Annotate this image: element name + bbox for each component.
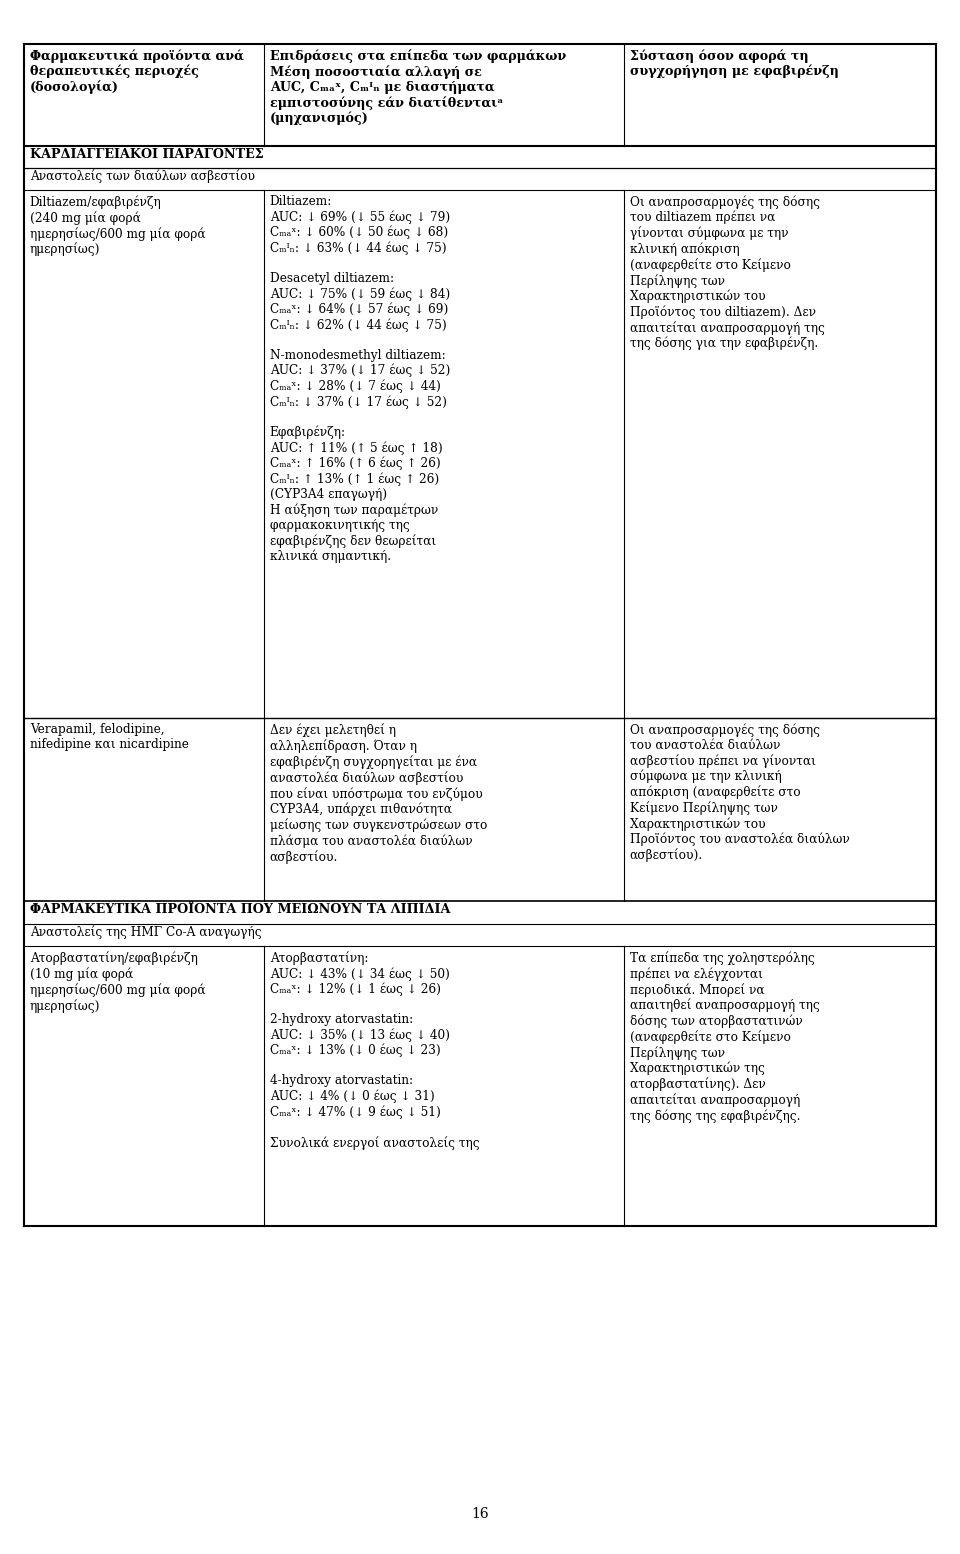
Text: 16: 16 <box>471 1507 489 1521</box>
Text: Diltiazem:
AUC: ↓ 69% (↓ 55 έως ↓ 79)
Cₘₐˣ: ↓ 60% (↓ 50 έως ↓ 68)
Cₘᴵₙ: ↓ 63% (↓: Diltiazem: AUC: ↓ 69% (↓ 55 έως ↓ 79) Cₘ… <box>270 196 450 563</box>
Text: ΦΑΡΜΑΚΕΥΤΙΚΑ ΠΡΟΪΟΝΤΑ ΠΟΥ ΜΕΙΩΝΟΥΝ ΤΑ ΛΙΠΙΔΙΑ: ΦΑΡΜΑΚΕΥΤΙΚΑ ΠΡΟΪΟΝΤΑ ΠΟΥ ΜΕΙΩΝΟΥΝ ΤΑ ΛΙ… <box>30 903 450 915</box>
Text: ΚΑΡΔΙΑΓΓΕΙΑΚΟΙ ΠΑΡΑΓΟΝΤΕΣ: ΚΑΡΔΙΑΓΓΕΙΑΚΟΙ ΠΑΡΑΓΟΝΤΕΣ <box>30 148 263 160</box>
Text: Οι αναπροσαρμογές της δόσης
του diltiazem πρέπει να
γίνονται σύμφωνα με την
κλιν: Οι αναπροσαρμογές της δόσης του diltiaze… <box>630 196 825 350</box>
Text: Φαρμακευτικά προϊόντα ανά
θεραπευτικές περιοχές
(δοσολογία): Φαρμακευτικά προϊόντα ανά θεραπευτικές π… <box>30 50 244 95</box>
Text: Ατορβαστατίνη/εφαβιρένζη
(10 mg μία φορά
ημερησίως/600 mg μία φορά
ημερησίως): Ατορβαστατίνη/εφαβιρένζη (10 mg μία φορά… <box>30 951 205 1013</box>
Text: Diltiazem/εφαβιρένζη
(240 mg μία φορά
ημερησίως/600 mg μία φορά
ημερησίως): Diltiazem/εφαβιρένζη (240 mg μία φορά ημ… <box>30 196 205 256</box>
Text: Σύσταση όσον αφορά τη
συγχορήγηση με εφαβιρένζη: Σύσταση όσον αφορά τη συγχορήγηση με εφα… <box>630 50 839 78</box>
Text: Verapamil, felodipine,
nifedipine και nicardipine: Verapamil, felodipine, nifedipine και ni… <box>30 723 188 751</box>
Text: Δεν έχει μελετηθεί η
αλληλεπίδραση. Όταν η
εφαβιρένζη συγχορηγείται με ένα
αναστ: Δεν έχει μελετηθεί η αλληλεπίδραση. Όταν… <box>270 723 487 864</box>
Text: Ατορβαστατίνη:
AUC: ↓ 43% (↓ 34 έως ↓ 50)
Cₘₐˣ: ↓ 12% (↓ 1 έως ↓ 26)

2-hydroxy : Ατορβαστατίνη: AUC: ↓ 43% (↓ 34 έως ↓ 50… <box>270 951 479 1150</box>
Text: Αναστολείς των διαύλων ασβεστίου: Αναστολείς των διαύλων ασβεστίου <box>30 169 254 183</box>
Text: Επιδράσεις στα επίπεδα των φαρμάκων
Μέση ποσοστιαία αλλαγή σε
AUC, Cₘₐˣ, Cₘᴵₙ με: Επιδράσεις στα επίπεδα των φαρμάκων Μέση… <box>270 50 565 126</box>
Text: Οι αναπροσαρμογές της δόσης
του αναστολέα διαύλων
ασβεστίου πρέπει να γίνονται
σ: Οι αναπροσαρμογές της δόσης του αναστολέ… <box>630 723 850 862</box>
Text: Αναστολείς της ΗΜΓ Co-A αναγωγής: Αναστολείς της ΗΜΓ Co-A αναγωγής <box>30 926 261 939</box>
Text: Τα επίπεδα της χοληστερόλης
πρέπει να ελέγχονται
περιοδικά. Μπορεί να
απαιτηθεί : Τα επίπεδα της χοληστερόλης πρέπει να ελ… <box>630 951 820 1124</box>
